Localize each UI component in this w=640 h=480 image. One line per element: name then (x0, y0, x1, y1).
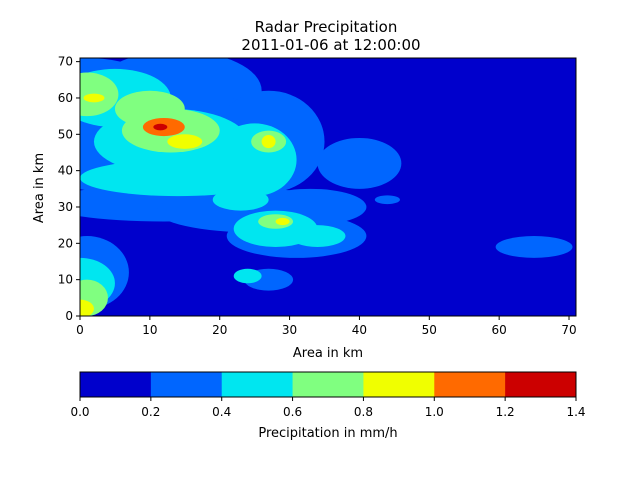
colorbar-swatch (221, 372, 293, 397)
precip-cell (83, 93, 105, 103)
chart-subtitle: 2011-01-06 at 12:00:00 (241, 36, 420, 54)
colorbar-swatch (80, 372, 152, 397)
precip-cell (374, 195, 400, 205)
colorbar (80, 372, 577, 397)
x-tick-label: 60 (492, 323, 507, 337)
precip-cell (258, 214, 294, 229)
precip-cell (80, 159, 276, 197)
y-tick-label: 60 (58, 91, 73, 105)
y-axis-ticks: 0 10 20 30 40 50 60 70 (58, 55, 80, 323)
y-tick-label: 20 (58, 236, 73, 250)
plot-area (80, 58, 576, 316)
precip-cell (289, 225, 346, 247)
colorbar-label: Precipitation in mm/h (258, 426, 397, 441)
colorbar-tick-label: 0.2 (141, 405, 160, 419)
x-tick-label: 10 (142, 323, 157, 337)
y-tick-label: 0 (65, 309, 73, 323)
x-axis-ticks: 0 10 20 30 40 50 60 70 (76, 316, 577, 337)
precipitation-field (80, 58, 573, 316)
x-axis-label: Area in km (293, 346, 363, 361)
colorbar-ticks: 0.0 0.2 0.4 0.6 0.8 1.0 1.2 1.4 (70, 397, 586, 419)
precip-cell (212, 188, 269, 211)
precip-cell (317, 137, 402, 189)
y-tick-label: 50 (58, 127, 73, 141)
plot-frame (79, 57, 577, 317)
precip-cell (261, 135, 276, 149)
precip-cell (233, 268, 262, 284)
colorbar-frame (79, 371, 577, 398)
y-tick-label: 70 (58, 55, 73, 69)
y-tick-label: 40 (58, 164, 73, 178)
colorbar-tick-label: 0.0 (70, 405, 89, 419)
precip-cell (80, 299, 94, 316)
x-tick-label: 0 (76, 323, 84, 337)
precip-cell (495, 236, 573, 258)
colorbar-swatch (292, 372, 364, 397)
colorbar-swatch (434, 372, 506, 397)
precip-cell (153, 123, 168, 131)
x-tick-label: 20 (212, 323, 227, 337)
y-tick-label: 10 (58, 273, 73, 287)
chart-title: Radar Precipitation (255, 18, 398, 36)
y-axis-label: Area in km (32, 153, 47, 223)
colorbar-swatch (363, 372, 435, 397)
x-tick-label: 70 (561, 323, 576, 337)
precip-cell (275, 217, 290, 226)
precip-cell (167, 134, 203, 149)
colorbar-tick-label: 0.8 (354, 405, 373, 419)
x-tick-label: 30 (282, 323, 297, 337)
x-tick-label: 40 (352, 323, 367, 337)
x-tick-label: 50 (422, 323, 437, 337)
colorbar-tick-label: 0.6 (283, 405, 302, 419)
colorbar-tick-label: 1.2 (496, 405, 515, 419)
colorbar-tick-label: 1.0 (425, 405, 444, 419)
colorbar-tick-label: 1.4 (566, 405, 585, 419)
colorbar-swatch (505, 372, 577, 397)
colorbar-tick-label: 0.4 (212, 405, 231, 419)
colorbar-swatch (150, 372, 223, 397)
y-tick-label: 30 (58, 200, 73, 214)
